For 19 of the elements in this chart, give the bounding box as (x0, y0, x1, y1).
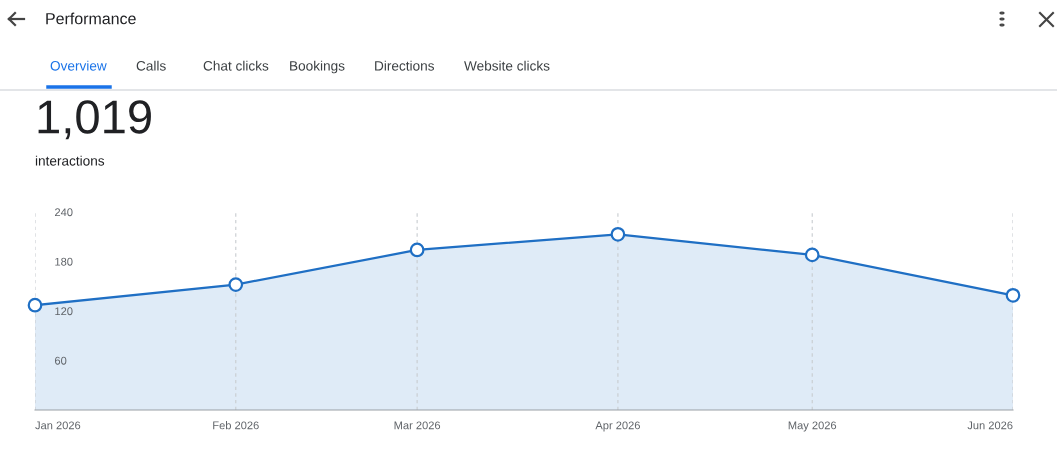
x-tick-label: Mar 2026 (394, 421, 441, 430)
text: Bookings (290, 60, 345, 74)
text: Overview (50, 60, 107, 71)
x-tick-label: Jan 2026 (35, 421, 81, 430)
y-tick-label: 120 (55, 307, 73, 316)
text: Website clicks (464, 60, 550, 71)
y-axis-title: interactions (35, 155, 105, 166)
y-tick-label: 240 (55, 208, 73, 217)
chart-title: Performance (46, 12, 136, 25)
x-tick-label: Jun 2026 (967, 421, 1013, 430)
x-tick-label: Apr 2026 (595, 421, 640, 432)
text: Calls (136, 60, 166, 71)
y-tick-label: 180 (55, 257, 73, 266)
y-tick-label: 60 (55, 356, 67, 365)
x-tick-label: Feb 2026 (213, 421, 259, 430)
chart-subtitle: 1,019 (38, 100, 151, 140)
text: Directions (375, 60, 435, 71)
text: Chat clicks (203, 60, 269, 71)
x-tick-label: May 2026 (788, 421, 837, 432)
